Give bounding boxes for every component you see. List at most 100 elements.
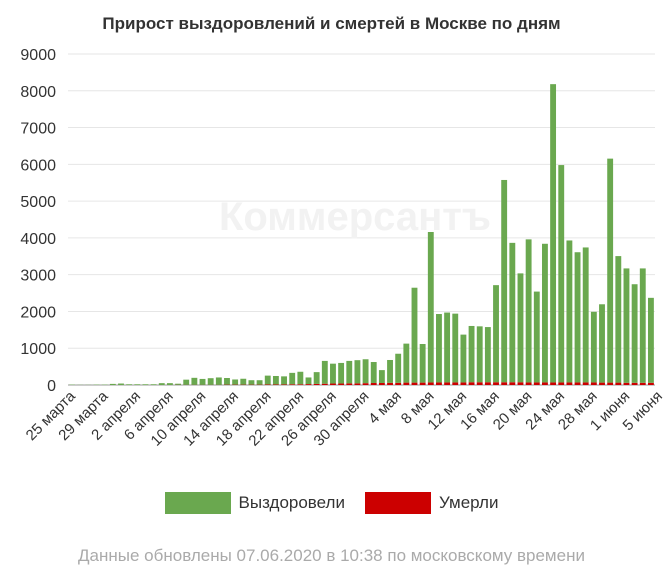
bar-died[interactable] xyxy=(427,382,434,385)
bar-died[interactable] xyxy=(623,382,630,385)
bar-recovered[interactable] xyxy=(599,304,605,383)
bar-recovered[interactable] xyxy=(378,370,385,383)
bar-died[interactable] xyxy=(476,382,483,385)
bar-recovered[interactable] xyxy=(199,378,206,385)
bar-recovered[interactable] xyxy=(509,242,516,383)
bar-died[interactable] xyxy=(354,383,361,385)
bar-recovered[interactable] xyxy=(183,379,190,385)
bar-recovered[interactable] xyxy=(297,371,304,385)
bar-recovered[interactable] xyxy=(248,380,255,385)
bar-recovered[interactable] xyxy=(566,240,573,383)
bar-died[interactable] xyxy=(615,382,622,385)
legend-item-died[interactable]: Умерли xyxy=(364,492,498,514)
bar-recovered[interactable] xyxy=(476,326,483,383)
bar-recovered[interactable] xyxy=(346,360,353,384)
bar-died[interactable] xyxy=(468,382,475,385)
bar-recovered[interactable] xyxy=(484,327,491,383)
bar-recovered[interactable] xyxy=(321,360,328,384)
bar-died[interactable] xyxy=(297,384,304,385)
bar-recovered[interactable] xyxy=(224,378,230,385)
bar-died[interactable] xyxy=(517,382,524,385)
bar-recovered[interactable] xyxy=(607,158,614,383)
bar-recovered[interactable] xyxy=(142,384,149,385)
bar-recovered[interactable] xyxy=(370,362,377,383)
bar-died[interactable] xyxy=(436,382,442,385)
bar-recovered[interactable] xyxy=(533,291,540,383)
bar-recovered[interactable] xyxy=(403,343,410,383)
bar-died[interactable] xyxy=(452,382,459,385)
bar-died[interactable] xyxy=(362,383,369,385)
bar-died[interactable] xyxy=(558,382,565,385)
bar-recovered[interactable] xyxy=(264,375,271,385)
bar-recovered[interactable] xyxy=(436,314,442,383)
bar-died[interactable] xyxy=(484,382,491,385)
bar-died[interactable] xyxy=(346,383,353,385)
bar-died[interactable] xyxy=(550,382,557,385)
bar-died[interactable] xyxy=(582,382,589,385)
legend-item-recovered[interactable]: Выздоровели xyxy=(164,492,345,514)
bar-recovered[interactable] xyxy=(501,179,508,383)
bar-died[interactable] xyxy=(330,383,336,385)
bar-died[interactable] xyxy=(574,382,581,385)
bar-died[interactable] xyxy=(378,382,385,385)
bar-died[interactable] xyxy=(542,382,548,385)
bar-recovered[interactable] xyxy=(354,360,361,384)
bar-recovered[interactable] xyxy=(281,376,287,385)
bar-died[interactable] xyxy=(321,383,328,385)
bar-recovered[interactable] xyxy=(582,247,589,383)
bar-recovered[interactable] xyxy=(615,256,622,383)
bar-recovered[interactable] xyxy=(289,372,296,385)
bar-died[interactable] xyxy=(395,382,402,385)
bar-recovered[interactable] xyxy=(150,384,157,385)
bar-died[interactable] xyxy=(533,382,540,385)
bar-recovered[interactable] xyxy=(574,252,581,383)
bar-recovered[interactable] xyxy=(542,243,548,383)
bar-recovered[interactable] xyxy=(444,312,451,383)
bar-recovered[interactable] xyxy=(330,363,336,384)
bar-died[interactable] xyxy=(313,383,320,385)
bar-recovered[interactable] xyxy=(387,359,393,383)
bar-recovered[interactable] xyxy=(240,378,247,385)
bar-recovered[interactable] xyxy=(395,353,402,383)
bar-died[interactable] xyxy=(264,384,271,385)
bar-died[interactable] xyxy=(370,382,377,385)
bar-recovered[interactable] xyxy=(639,268,646,383)
bar-recovered[interactable] xyxy=(631,284,638,383)
bar-died[interactable] xyxy=(501,382,508,385)
bar-recovered[interactable] xyxy=(647,297,654,383)
bar-died[interactable] xyxy=(338,383,345,385)
bar-recovered[interactable] xyxy=(590,311,597,383)
bar-died[interactable] xyxy=(305,384,312,385)
bar-died[interactable] xyxy=(281,384,287,385)
bar-died[interactable] xyxy=(599,382,605,385)
bar-died[interactable] xyxy=(639,382,646,385)
bar-recovered[interactable] xyxy=(452,313,459,383)
bar-died[interactable] xyxy=(493,382,499,385)
bar-died[interactable] xyxy=(419,382,426,385)
bar-recovered[interactable] xyxy=(175,383,181,385)
bar-recovered[interactable] xyxy=(158,383,165,385)
bar-recovered[interactable] xyxy=(232,379,239,385)
bar-died[interactable] xyxy=(509,382,516,385)
bar-recovered[interactable] xyxy=(411,287,418,383)
bar-recovered[interactable] xyxy=(460,334,467,383)
bar-recovered[interactable] xyxy=(207,378,214,385)
bar-recovered[interactable] xyxy=(313,372,320,384)
bar-recovered[interactable] xyxy=(362,359,369,384)
bar-died[interactable] xyxy=(387,382,393,385)
bar-recovered[interactable] xyxy=(256,380,263,385)
bar-recovered[interactable] xyxy=(118,383,124,385)
bar-died[interactable] xyxy=(590,382,597,385)
bar-died[interactable] xyxy=(566,382,573,385)
bar-recovered[interactable] xyxy=(134,384,141,385)
bar-recovered[interactable] xyxy=(517,273,524,383)
bar-died[interactable] xyxy=(289,384,296,385)
bar-died[interactable] xyxy=(272,384,279,385)
bar-died[interactable] xyxy=(460,382,467,385)
bar-recovered[interactable] xyxy=(525,239,532,383)
bar-recovered[interactable] xyxy=(272,375,279,385)
bar-recovered[interactable] xyxy=(558,165,565,383)
bar-died[interactable] xyxy=(631,382,638,385)
bar-recovered[interactable] xyxy=(126,384,133,385)
bar-recovered[interactable] xyxy=(191,377,198,385)
